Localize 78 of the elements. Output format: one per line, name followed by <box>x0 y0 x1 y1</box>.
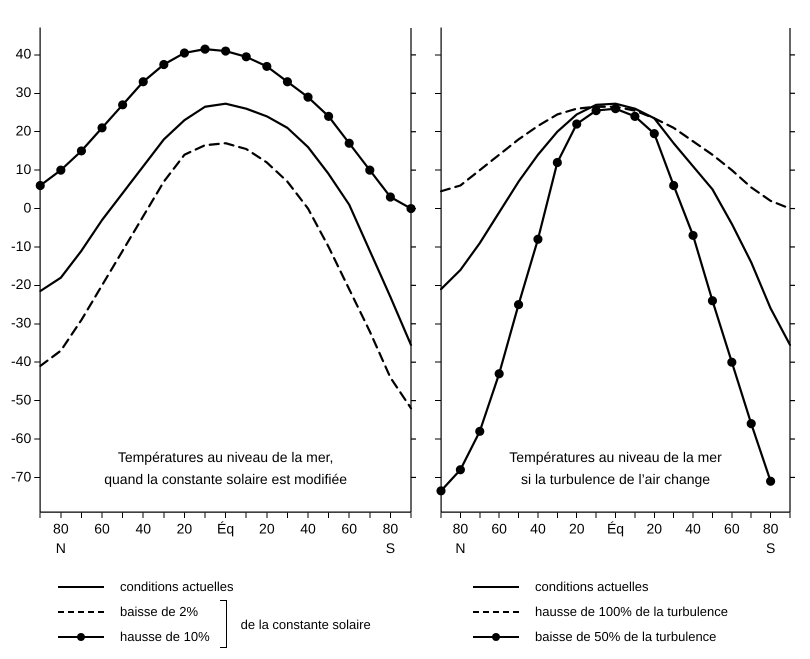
point <box>552 158 562 168</box>
y-tick-label: -50 <box>11 391 32 408</box>
point <box>766 476 776 486</box>
y-tick-label: 40 <box>16 46 32 62</box>
x-tick-label: 60 <box>491 520 508 536</box>
legend-title: de la constante solaire <box>240 616 371 632</box>
x-tick-label: 40 <box>300 520 316 536</box>
x-tick-label: 20 <box>259 520 275 536</box>
text: Températures au niveau de la mer, quand la constante solaire est modifiée <box>104 449 348 487</box>
x-tick-label: 40 <box>530 520 546 536</box>
y-tick-label: -20 <box>11 276 32 292</box>
legend-label: conditions actuelles <box>535 579 648 594</box>
point <box>746 419 756 428</box>
point <box>221 46 230 56</box>
point <box>365 166 374 175</box>
point <box>97 123 107 132</box>
point <box>324 112 334 121</box>
x-tick-label: 80 <box>382 520 398 536</box>
x-tick-label: 80 <box>452 520 468 536</box>
y-tick-label: 10 <box>16 160 32 177</box>
point <box>650 129 659 138</box>
point <box>282 77 292 86</box>
x-tick-label: 60 <box>724 520 740 536</box>
y-tick-label: -10 <box>11 238 32 254</box>
text: Températures au niveau de la mer si la turbulence de l’air change <box>509 449 722 487</box>
point <box>56 166 66 175</box>
point <box>630 112 640 121</box>
point <box>303 92 313 102</box>
x-tick-label: 60 <box>94 520 110 536</box>
point <box>727 358 736 367</box>
legend-label: hausse de 100% de la turbulence <box>535 604 728 619</box>
x-tick-label: Éq <box>606 520 624 536</box>
point <box>592 106 601 116</box>
x-tick-label: 20 <box>568 520 585 536</box>
point <box>262 62 272 72</box>
x-tick-label: 20 <box>176 520 192 536</box>
point <box>386 192 395 202</box>
point <box>533 234 543 244</box>
point <box>514 300 524 310</box>
x-tick-label: 80 <box>53 520 69 536</box>
point <box>572 119 582 129</box>
point <box>456 465 465 474</box>
legend-label: baisse de 50% de la turbulence <box>535 629 716 644</box>
text: N <box>56 540 66 556</box>
x-tick-label: 60 <box>341 520 358 536</box>
point <box>118 100 128 110</box>
point <box>200 44 210 54</box>
text: S <box>766 540 776 556</box>
y-tick-label: -70 <box>11 468 32 484</box>
x-tick-label: 80 <box>762 520 779 536</box>
legend-label: conditions actuelles <box>120 579 234 594</box>
point <box>242 52 251 62</box>
y-tick-label: -30 <box>11 314 32 331</box>
point <box>76 146 86 156</box>
y-tick-label: 0 <box>23 199 32 216</box>
x-tick-label: Éq <box>217 520 234 536</box>
point <box>138 77 148 86</box>
point <box>708 296 718 306</box>
y-tick-label: 20 <box>16 122 32 139</box>
point <box>669 180 678 190</box>
text: N <box>455 540 466 556</box>
legend-label: baisse de 2% <box>120 604 198 619</box>
point <box>688 230 698 240</box>
x-tick-label: 40 <box>135 520 152 536</box>
point <box>436 486 446 496</box>
point <box>180 48 190 58</box>
point <box>344 138 354 148</box>
y-tick-label: -40 <box>11 353 32 370</box>
point <box>159 60 168 70</box>
text: S <box>386 540 396 556</box>
legend-label: hausse de 10% <box>120 629 210 644</box>
point <box>475 426 484 436</box>
point <box>494 369 504 378</box>
y-tick-label: -60 <box>11 430 32 446</box>
y-tick-label: 30 <box>16 84 32 100</box>
x-tick-label: 20 <box>646 520 662 536</box>
x-tick-label: 40 <box>685 520 702 536</box>
point <box>36 180 45 190</box>
